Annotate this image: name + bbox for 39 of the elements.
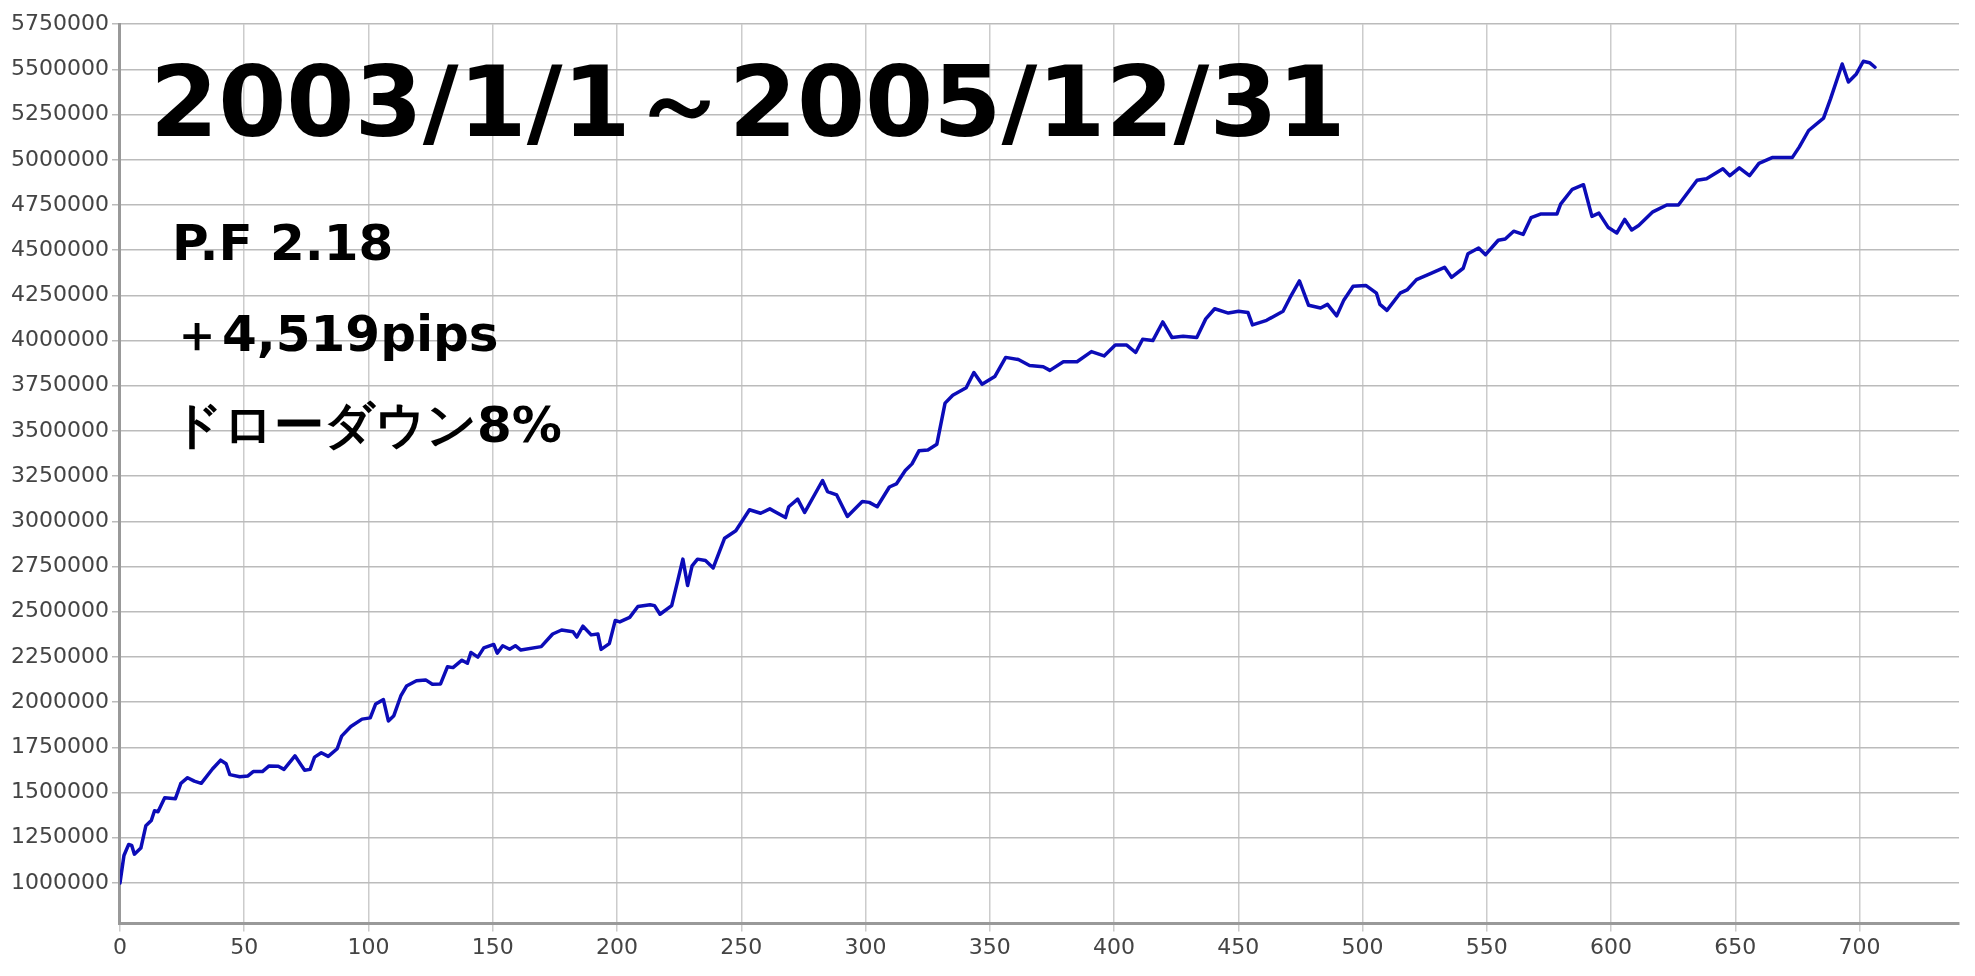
x-tick-label: 50 xyxy=(230,933,259,959)
x-tick-label: 600 xyxy=(1590,933,1633,959)
y-tick-label: 5500000 xyxy=(11,55,109,81)
x-tick-label: 150 xyxy=(471,933,514,959)
x-tick-label: 200 xyxy=(596,933,639,959)
x-tick-label: 400 xyxy=(1093,933,1136,959)
y-tick-label: 3750000 xyxy=(11,371,109,397)
y-tick-label: 5750000 xyxy=(11,9,109,35)
x-tick-label: 650 xyxy=(1714,933,1757,959)
x-tick-label: 250 xyxy=(720,933,763,959)
x-tick-label: 450 xyxy=(1217,933,1260,959)
x-tick-label: 500 xyxy=(1341,933,1384,959)
chart-title: 2003/1/1～2005/12/31 xyxy=(149,45,1346,160)
y-tick-label: 3250000 xyxy=(11,461,109,487)
annotation: ドローダウン8% xyxy=(171,396,562,455)
y-tick-label: 2000000 xyxy=(11,687,109,713)
y-tick-label: 2250000 xyxy=(11,642,109,668)
y-tick-label: 4500000 xyxy=(11,235,109,261)
y-tick-label: 3500000 xyxy=(11,416,109,442)
x-tick-label: 100 xyxy=(347,933,390,959)
y-tick-label: 1000000 xyxy=(11,868,109,894)
y-tick-label: 5000000 xyxy=(11,145,109,171)
x-tick-label: 350 xyxy=(968,933,1011,959)
y-tick-label: 4000000 xyxy=(11,326,109,352)
x-tick-label: 300 xyxy=(844,933,887,959)
y-tick-label: 1500000 xyxy=(11,778,109,804)
y-tick-label: 1250000 xyxy=(11,823,109,849)
y-tick-label: 5250000 xyxy=(11,100,109,126)
annotation: P.F 2.18 xyxy=(171,214,394,273)
y-tick-label: 3000000 xyxy=(11,507,109,533)
y-tick-label: 2750000 xyxy=(11,552,109,578)
y-tick-label: 4750000 xyxy=(11,190,109,216)
y-tick-label: 1750000 xyxy=(11,733,109,759)
x-tick-label: 0 xyxy=(112,933,127,959)
y-tick-label: 2500000 xyxy=(11,597,109,623)
x-tick-label: 700 xyxy=(1838,933,1881,959)
x-tick-label: 550 xyxy=(1465,933,1508,959)
y-tick-label: 4250000 xyxy=(11,281,109,307)
annotation: ＋4,519pips xyxy=(171,305,499,364)
